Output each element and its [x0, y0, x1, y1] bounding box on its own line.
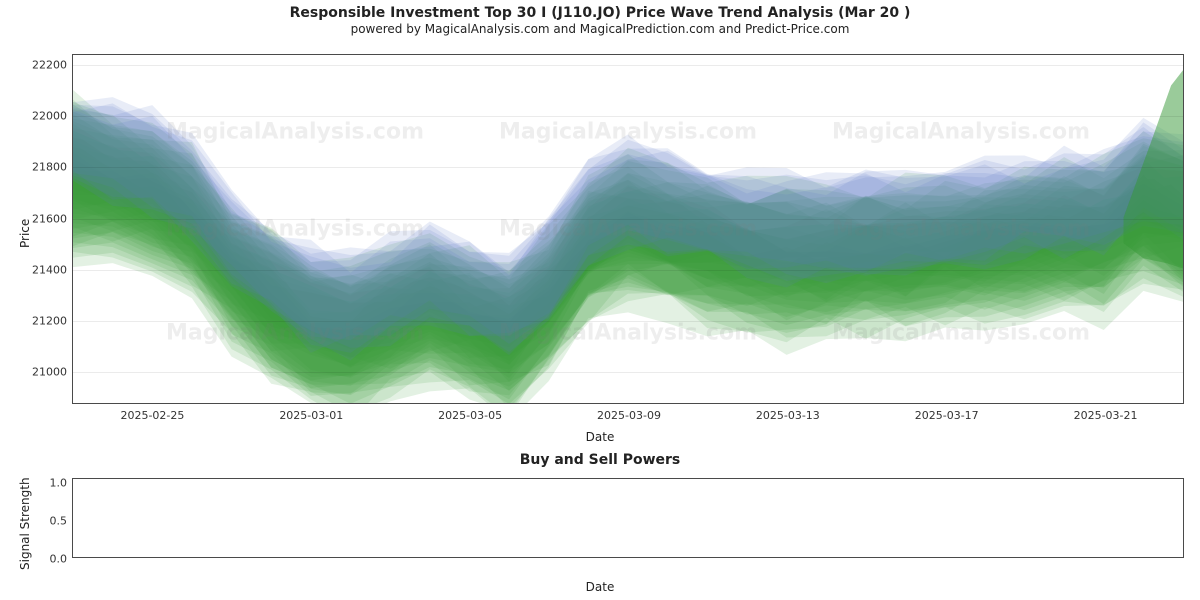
- signal-chart: 0.00.51.0: [72, 478, 1184, 558]
- watermark-text: MagicalAnalysis.com: [832, 321, 1090, 346]
- watermark-text: MagicalAnalysis.com: [832, 119, 1090, 144]
- price-axis-label: Price: [18, 219, 32, 248]
- date-axis-label-bottom: Date: [0, 580, 1200, 594]
- date-axis-label-top: Date: [0, 430, 1200, 444]
- xtick-label: 2025-03-09: [597, 409, 661, 422]
- ytick-label: 22000: [11, 110, 67, 123]
- xtick-label: 2025-03-13: [756, 409, 820, 422]
- watermark-text: MagicalAnalysis.com: [499, 119, 757, 144]
- watermark-text: MagicalAnalysis.com: [166, 217, 424, 242]
- xtick-label: 2025-03-21: [1074, 409, 1138, 422]
- chart-title-main: Responsible Investment Top 30 I (J110.JO…: [0, 4, 1200, 22]
- ytick-label: 21400: [11, 263, 67, 276]
- price-chart: 21000212002140021600218002200022200 2025…: [72, 54, 1184, 404]
- ytick-label: 22200: [11, 59, 67, 72]
- watermark-text: MagicalAnalysis.com: [499, 321, 757, 346]
- watermark-text: MagicalAnalysis.com: [166, 321, 424, 346]
- signal-axis-label: Signal Strength: [18, 477, 32, 570]
- xtick-label: 2025-03-05: [438, 409, 502, 422]
- watermark-text: MagicalAnalysis.com: [499, 217, 757, 242]
- ytick-label: 21200: [11, 314, 67, 327]
- chart-title-sub: powered by MagicalAnalysis.com and Magic…: [0, 22, 1200, 38]
- xtick-label: 2025-03-01: [279, 409, 343, 422]
- xtick-label: 2025-03-17: [915, 409, 979, 422]
- chart-title-block: Responsible Investment Top 30 I (J110.JO…: [0, 4, 1200, 38]
- xtick-label: 2025-02-25: [120, 409, 184, 422]
- watermark-text: MagicalAnalysis.com: [166, 119, 424, 144]
- signal-chart-title: Buy and Sell Powers: [0, 452, 1200, 468]
- ytick-label: 21000: [11, 365, 67, 378]
- watermark-text: MagicalAnalysis.com: [832, 217, 1090, 242]
- ytick-label: 21800: [11, 161, 67, 174]
